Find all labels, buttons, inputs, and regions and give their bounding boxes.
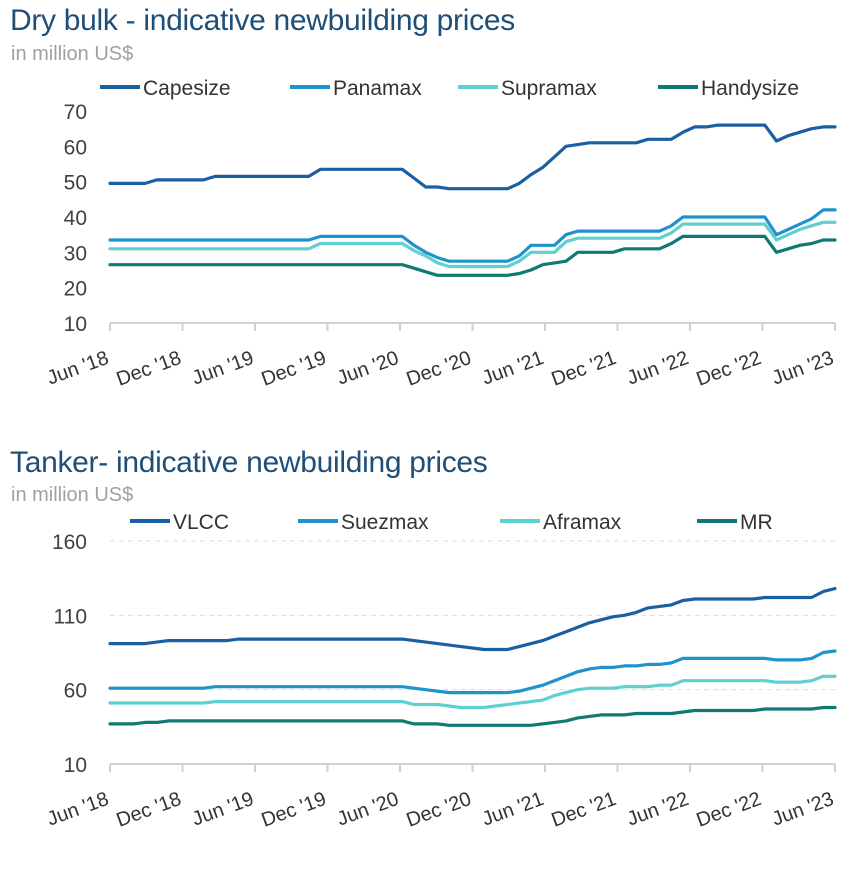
x-tick-label: Jun '18	[44, 788, 112, 831]
x-tick-label: Dec '19	[259, 788, 330, 832]
legend-item-suezmax: Suezmax	[298, 511, 429, 534]
y-tick-label: 20	[64, 278, 87, 301]
y-tick-label: 70	[64, 101, 87, 124]
legend-item-vlcc: VLCC	[130, 511, 229, 534]
dry-bulk-chart: Dry bulk - indicative newbuilding prices…	[0, 0, 865, 430]
y-tick-label: 40	[64, 207, 87, 230]
x-tick-label: Jun '18	[44, 347, 112, 390]
x-tick-label: Jun '19	[189, 347, 257, 390]
y-tick-label: 60	[64, 680, 87, 703]
x-tick-label: Dec '20	[404, 347, 475, 391]
chart-title: Tanker- indicative newbuilding prices	[10, 446, 488, 479]
legend-item-aframax: Aframax	[500, 511, 622, 534]
x-tick-label: Dec '20	[404, 788, 475, 832]
y-tick-label: 10	[64, 754, 87, 777]
tanker-plot: Jun '18 Dec '18 Jun '19 Dec '19 Jun '20 Dec '…	[44, 511, 837, 832]
chart-subtitle: in million US$	[11, 43, 134, 65]
x-tick-label: Jun '21	[479, 347, 547, 390]
tanker-chart: Tanker- indicative newbuilding prices in…	[0, 440, 865, 875]
legend-label: Handysize	[701, 77, 799, 100]
y-tick-label: 110	[54, 605, 87, 628]
x-tick-label: Jun '23	[769, 788, 837, 831]
legend-label: Capesize	[143, 77, 231, 100]
series-line-vlcc	[108, 587, 837, 652]
legend-label: Supramax	[501, 77, 597, 100]
x-tick-label: Dec '21	[549, 347, 620, 391]
dry-bulk-plot: Jun '18 Dec '18 Jun '19 Dec '19 Jun '20 Dec '…	[44, 77, 837, 391]
legend-item-mr: MR	[697, 511, 773, 534]
y-tick-label: 30	[64, 242, 87, 265]
legend-item-supramax: Supramax	[458, 77, 597, 100]
legend-label: VLCC	[173, 511, 229, 534]
y-tick-label: 50	[64, 172, 87, 195]
y-tick-label: 160	[52, 531, 87, 554]
series-line-aframax	[108, 674, 837, 710]
chart-subtitle: in million US$	[11, 484, 134, 506]
legend-item-capesize: Capesize	[100, 77, 231, 100]
series-line-handysize	[108, 234, 837, 277]
chart-title: Dry bulk - indicative newbuilding prices	[10, 4, 515, 37]
legend-item-handysize: Handysize	[658, 77, 799, 100]
legend-label: Aframax	[543, 511, 622, 534]
series-line-panamax	[108, 208, 837, 263]
x-tick-label: Jun '23	[769, 347, 837, 390]
y-tick-label: 60	[64, 136, 87, 159]
legend-label: MR	[740, 511, 773, 534]
x-tick-label: Dec '18	[114, 347, 185, 391]
x-tick-label: Jun '20	[334, 788, 402, 831]
series-line-supramax	[108, 220, 837, 269]
legend-label: Suezmax	[341, 511, 429, 534]
x-tick-label: Dec '18	[114, 788, 185, 832]
y-tick-label: 10	[64, 313, 87, 336]
x-tick-label: Jun '22	[624, 788, 692, 831]
x-tick-label: Jun '20	[334, 347, 402, 390]
x-tick-label: Jun '19	[189, 788, 257, 831]
x-tick-label: Dec '19	[259, 347, 330, 391]
legend-item-panamax: Panamax	[290, 77, 422, 100]
x-tick-label: Dec '22	[694, 788, 765, 832]
series-line-capesize	[108, 123, 837, 191]
legend-label: Panamax	[333, 77, 422, 100]
x-tick-label: Dec '21	[549, 788, 620, 832]
x-tick-label: Jun '22	[624, 347, 692, 390]
series-line-suezmax	[108, 649, 837, 695]
x-tick-label: Jun '21	[479, 788, 547, 831]
series-line-mr	[108, 705, 837, 727]
x-tick-label: Dec '22	[694, 347, 765, 391]
